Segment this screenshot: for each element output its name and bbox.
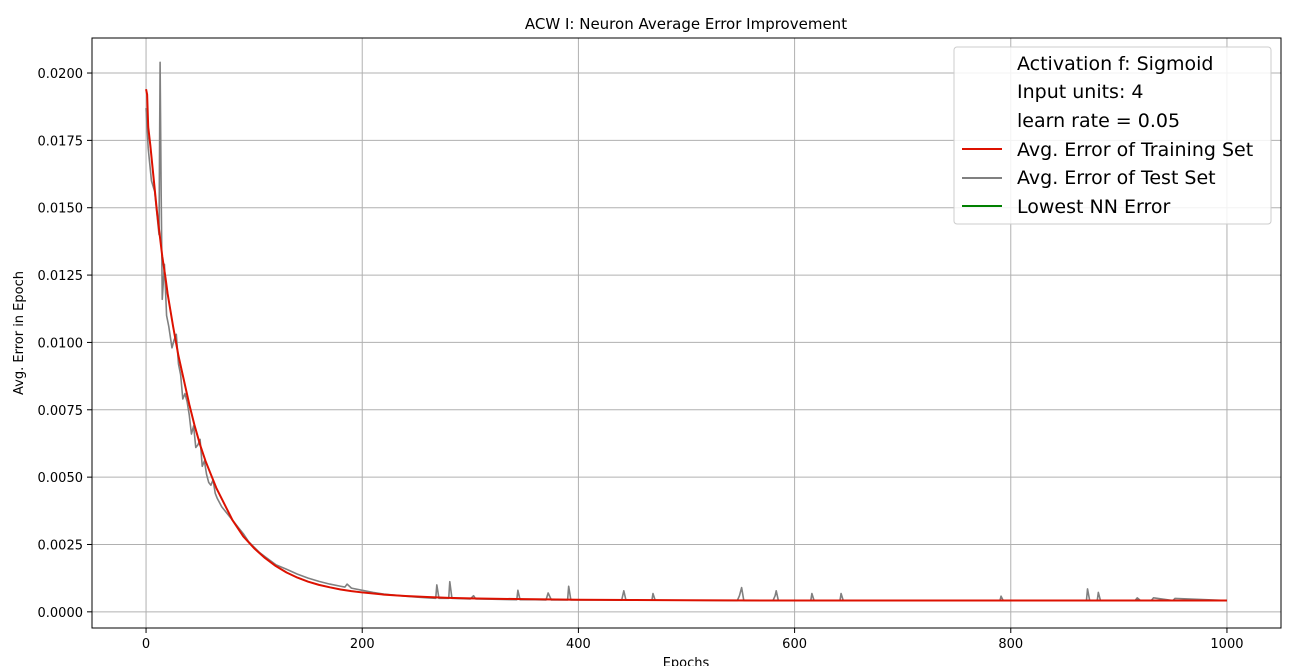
chart-title: ACW I: Neuron Average Error Improvement: [525, 15, 847, 33]
legend-info-input-units: Input units: 4: [1017, 81, 1143, 103]
y-tick-label: 0.0125: [38, 269, 84, 284]
legend-info-learn-rate: learn rate = 0.05: [1017, 110, 1180, 132]
y-tick-label: 0.0175: [38, 134, 84, 149]
y-tick-label: 0.0150: [38, 202, 84, 217]
y-axis: 0.0000 0.0025 0.0050 0.0075 0.0100 0.0125 0.01…: [38, 67, 92, 621]
legend-info-activation: Activation f: Sigmoid: [1017, 53, 1214, 75]
y-tick-label: 0.0025: [38, 538, 84, 553]
legend-label-lowest: Lowest NN Error: [1017, 196, 1170, 218]
x-tick-label: 400: [566, 637, 591, 652]
legend-label-training: Avg. Error of Training Set: [1017, 139, 1253, 161]
legend-box: [953, 46, 1272, 225]
x-tick-label: 600: [782, 637, 807, 652]
series-line-avg-error-of-training-set: [145, 88, 1227, 602]
x-tick-label: 1000: [1210, 637, 1243, 652]
y-tick-label: 0.0100: [38, 336, 84, 351]
y-tick-label: 0.0000: [38, 606, 84, 621]
y-axis-title: Avg. Error in Epoch: [12, 271, 27, 395]
x-axis: 0 200 400 600 800 1000: [142, 628, 1244, 652]
y-tick-label: 0.0050: [38, 471, 84, 486]
x-axis-title: Epochs: [663, 656, 710, 666]
x-tick-label: 800: [998, 637, 1023, 652]
y-tick-label: 0.0075: [38, 404, 84, 419]
legend-label-test: Avg. Error of Test Set: [1017, 167, 1216, 189]
y-tick-label: 0.0200: [38, 67, 84, 82]
x-tick-label: 0: [142, 637, 150, 652]
series-layer: [145, 61, 1227, 602]
legend: Activation f: Sigmoid Input units: 4 lea…: [953, 46, 1272, 225]
plot-frame: [91, 37, 1282, 629]
x-tick-label: 200: [350, 637, 375, 652]
